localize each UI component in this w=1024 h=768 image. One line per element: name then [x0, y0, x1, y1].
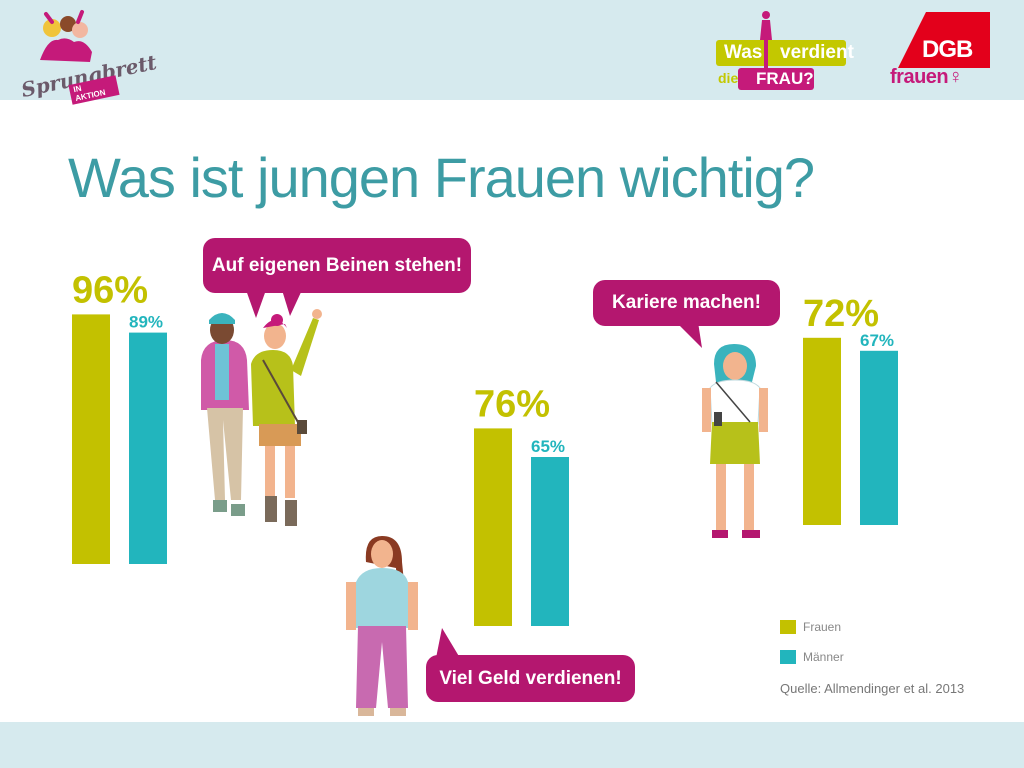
data-label-männer-2: 67% — [860, 331, 894, 350]
bar-männer-0 — [129, 332, 167, 564]
bar-frauen-2 — [803, 337, 841, 525]
bubble-beinen-tails — [246, 290, 302, 318]
bubble-karriere: Kariere machen! — [593, 280, 780, 326]
bubble-geld-text: Viel Geld verdienen! — [439, 667, 622, 689]
was-verdient-word-frau: FRAU? — [756, 69, 814, 88]
legend-swatch-maenner — [780, 650, 796, 664]
bar-männer-1 — [531, 457, 569, 626]
data-label-frauen-1: 76% — [474, 383, 550, 425]
dgb-mark-text: DGB — [922, 36, 973, 63]
data-label-männer-1: 65% — [531, 437, 565, 456]
dgb-frauen-text: frauen♀ — [890, 66, 963, 88]
was-verdient-word-verdient: verdient — [780, 42, 854, 63]
woman-illustration-icon — [346, 536, 418, 716]
bar-männer-2 — [860, 350, 898, 525]
was-verdient-word-was: Was — [724, 42, 763, 63]
was-verdient-logo: Was verdient die FRAU? — [716, 10, 854, 92]
sprungbrett-figures-icon — [40, 10, 92, 62]
bubble-geld-tail — [436, 628, 460, 658]
source-note: Quelle: Allmendinger et al. 2013 — [780, 681, 965, 696]
bubble-karriere-tail — [676, 322, 702, 348]
dgb-mark-icon — [898, 12, 990, 68]
was-verdient-bar — [716, 40, 846, 66]
data-label-männer-0: 89% — [129, 313, 163, 332]
woman-teal-hair-illustration-icon — [702, 344, 768, 538]
legend-label-frauen: Frauen — [803, 620, 842, 634]
bar-frauen-1 — [474, 428, 512, 626]
woman-silhouette-icon — [760, 11, 772, 68]
dgb-frauen-logo: DGB frauen♀ — [888, 12, 998, 92]
bar-frauen-0 — [72, 314, 110, 564]
legend-swatch-frauen — [780, 620, 796, 634]
bubble-beinen-text: Auf eigenen Beinen stehen! — [211, 254, 463, 276]
footer-band — [0, 722, 1024, 768]
data-label-frauen-0: 96% — [72, 269, 148, 311]
slide-title: Was ist jungen Frauen wichtig? — [68, 146, 815, 209]
bubble-karriere-text: Kariere machen! — [612, 292, 761, 313]
bubble-beinen: Auf eigenen Beinen stehen! — [203, 238, 471, 293]
legend-label-maenner: Männer — [803, 650, 844, 664]
header-band — [0, 0, 1024, 100]
two-women-illustration-icon — [201, 309, 322, 526]
sprungbrett-logo: Sprungbrett IN AKTION — [18, 8, 159, 105]
bubble-geld: Viel Geld verdienen! — [426, 655, 635, 702]
data-label-frauen-2: 72% — [803, 293, 879, 335]
was-verdient-frau-bar — [738, 68, 814, 90]
was-verdient-word-die: die — [718, 70, 739, 86]
